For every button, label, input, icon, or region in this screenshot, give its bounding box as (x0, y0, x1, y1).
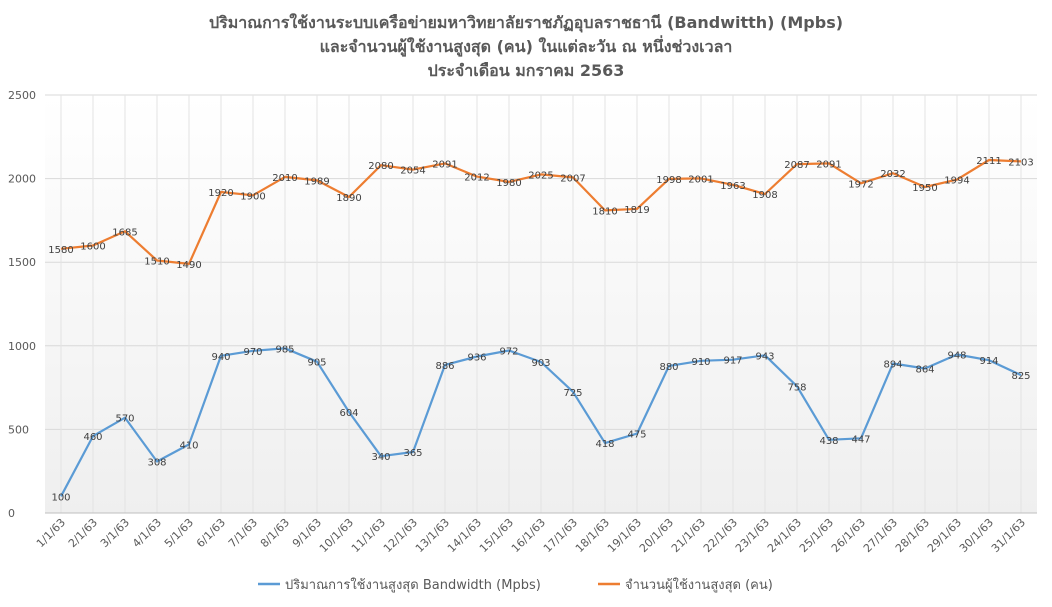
data-label: 725 (563, 388, 582, 399)
data-label: 2025 (528, 170, 553, 181)
data-label: 1994 (944, 176, 969, 187)
data-label: 447 (851, 434, 870, 445)
data-label: 1920 (208, 188, 233, 199)
data-label: 864 (915, 365, 934, 376)
chart-title: ปริมาณการใช้งานระบบเครือข่ายมหาวิทยาลัยร… (209, 13, 843, 80)
legend-label-users: จำนวนผู้ใช้งานสูงสุด (คน) (625, 577, 773, 593)
data-label: 936 (467, 353, 486, 364)
chart-title-line-2: และจำนวนผู้ใช้งานสูงสุด (คน) ในแต่ละวัน … (320, 35, 733, 58)
data-label: 475 (627, 430, 646, 441)
y-tick-label: 2500 (8, 89, 36, 102)
data-label: 100 (51, 492, 70, 503)
data-label: 2103 (1008, 157, 1033, 168)
data-label: 410 (179, 440, 198, 451)
data-label: 948 (947, 350, 966, 361)
y-tick-label: 2000 (8, 173, 36, 186)
data-label: 308 (147, 458, 166, 469)
y-tick-label: 1000 (8, 340, 36, 353)
data-label: 1980 (496, 178, 521, 189)
data-label: 1890 (336, 193, 361, 204)
data-label: 2087 (784, 160, 809, 171)
data-label: 570 (115, 414, 134, 425)
chart-title-line-1: ปริมาณการใช้งานระบบเครือข่ายมหาวิทยาลัยร… (209, 13, 843, 33)
data-label: 972 (499, 346, 518, 357)
data-label: 2032 (880, 169, 905, 180)
data-label: 2111 (976, 156, 1001, 167)
data-label: 1510 (144, 257, 169, 268)
data-label: 418 (595, 439, 614, 450)
data-label: 2012 (464, 173, 489, 184)
data-label: 970 (243, 347, 262, 358)
data-label: 910 (691, 357, 710, 368)
y-tick-label: 1500 (8, 256, 36, 269)
data-label: 340 (371, 452, 390, 463)
data-label: 905 (307, 358, 326, 369)
data-label: 758 (787, 382, 806, 393)
data-label: 1908 (752, 190, 777, 201)
data-label: 1989 (304, 176, 329, 187)
data-labels: 100 460 570 308 410 940 970 985 905 604 340 365 886 9… (48, 156, 1033, 503)
data-label: 438 (819, 436, 838, 447)
data-label: 460 (83, 432, 102, 443)
data-label: 1685 (112, 227, 137, 238)
series-lines (60, 158, 1022, 497)
data-label: 825 (1011, 371, 1030, 382)
y-axis: 0 500 1000 1500 2000 2500 (8, 89, 36, 520)
data-label: 365 (403, 448, 422, 459)
data-label: 2054 (400, 166, 425, 177)
data-label: 2010 (272, 173, 297, 184)
data-label: 1998 (656, 175, 681, 186)
chart-title-line-3: ประจำเดือน มกราคม 2563 (428, 61, 625, 80)
data-label: 903 (531, 358, 550, 369)
data-label: 940 (211, 352, 230, 363)
data-label: 914 (979, 356, 998, 367)
data-label: 1819 (624, 205, 649, 216)
series-line-users (60, 158, 1022, 265)
data-label: 886 (435, 361, 454, 372)
data-label: 917 (723, 356, 742, 367)
y-tick-label: 500 (8, 423, 29, 436)
data-label: 1963 (720, 181, 745, 192)
data-label: 1580 (48, 245, 73, 256)
data-label: 1810 (592, 206, 617, 217)
data-label: 1600 (80, 241, 105, 252)
data-label: 880 (659, 362, 678, 373)
data-label: 604 (339, 408, 358, 419)
data-label: 2007 (560, 173, 585, 184)
data-label: 943 (755, 351, 774, 362)
data-label: 894 (883, 360, 902, 371)
data-label: 2001 (688, 174, 713, 185)
data-label: 2080 (368, 161, 393, 172)
data-label: 1972 (848, 179, 873, 190)
data-label: 2091 (432, 159, 457, 170)
legend-label-bandwidth: ปริมาณการใช้งานสูงสุด Bandwidth (Mpbs) (285, 577, 541, 593)
y-tick-label: 0 (8, 507, 15, 520)
data-label: 1900 (240, 191, 265, 202)
data-label: 985 (275, 344, 294, 355)
data-label: 1950 (912, 183, 937, 194)
legend: ปริมาณการใช้งานสูงสุด Bandwidth (Mpbs) จ… (258, 577, 773, 593)
data-label: 2091 (816, 159, 841, 170)
series-line-bandwidth (60, 347, 1022, 497)
data-label: 1490 (176, 260, 201, 271)
